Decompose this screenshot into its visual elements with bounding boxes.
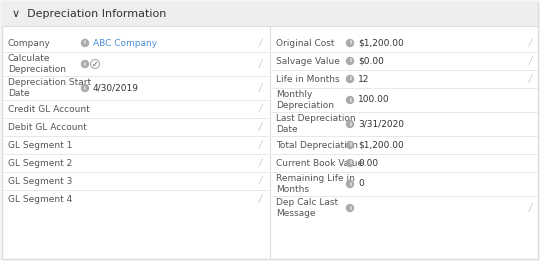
Text: i: i bbox=[349, 122, 351, 127]
Text: $0.00: $0.00 bbox=[358, 56, 384, 66]
Text: /: / bbox=[259, 38, 262, 48]
Text: GL Segment 2: GL Segment 2 bbox=[8, 158, 72, 168]
Text: /: / bbox=[529, 56, 532, 66]
Text: /: / bbox=[259, 83, 262, 93]
Text: i: i bbox=[84, 86, 86, 91]
Text: /: / bbox=[259, 59, 262, 69]
Text: i: i bbox=[84, 40, 86, 45]
Text: $1,200.00: $1,200.00 bbox=[358, 39, 404, 48]
Text: Original Cost: Original Cost bbox=[276, 39, 334, 48]
Text: GL Segment 4: GL Segment 4 bbox=[8, 194, 72, 204]
Text: i: i bbox=[349, 205, 351, 211]
Text: 4/30/2019: 4/30/2019 bbox=[93, 84, 139, 92]
Text: Current Book Value: Current Book Value bbox=[276, 158, 363, 168]
Text: i: i bbox=[349, 40, 351, 45]
Text: Total Depreciation: Total Depreciation bbox=[276, 140, 358, 150]
Text: Calculate
Depreciation: Calculate Depreciation bbox=[8, 54, 66, 74]
Text: Dep Calc Last
Message: Dep Calc Last Message bbox=[276, 198, 338, 218]
Text: Monthly
Depreciation: Monthly Depreciation bbox=[276, 90, 334, 110]
Text: i: i bbox=[349, 98, 351, 103]
Text: /: / bbox=[259, 176, 262, 186]
Text: ABC Company: ABC Company bbox=[93, 39, 157, 48]
Circle shape bbox=[82, 85, 89, 92]
Circle shape bbox=[347, 97, 354, 104]
Text: ∨  Depreciation Information: ∨ Depreciation Information bbox=[12, 9, 166, 19]
Circle shape bbox=[82, 39, 89, 46]
Circle shape bbox=[347, 181, 354, 187]
Text: GL Segment 3: GL Segment 3 bbox=[8, 176, 72, 186]
Text: Debit GL Account: Debit GL Account bbox=[8, 122, 87, 132]
Text: /: / bbox=[529, 203, 532, 213]
Text: 0: 0 bbox=[358, 180, 364, 188]
Text: ✓: ✓ bbox=[92, 60, 98, 68]
Text: /: / bbox=[259, 122, 262, 132]
Text: /: / bbox=[259, 158, 262, 168]
Text: GL Segment 1: GL Segment 1 bbox=[8, 140, 72, 150]
Text: /: / bbox=[529, 38, 532, 48]
Text: Credit GL Account: Credit GL Account bbox=[8, 104, 90, 114]
Text: i: i bbox=[349, 181, 351, 187]
Circle shape bbox=[347, 141, 354, 149]
Text: 0.00: 0.00 bbox=[358, 158, 378, 168]
FancyBboxPatch shape bbox=[2, 2, 538, 259]
Text: i: i bbox=[349, 76, 351, 81]
Text: Company: Company bbox=[8, 39, 51, 48]
Text: 100.00: 100.00 bbox=[358, 96, 390, 104]
Text: Depreciation Start
Date: Depreciation Start Date bbox=[8, 78, 91, 98]
Text: i: i bbox=[349, 58, 351, 63]
Text: /: / bbox=[529, 74, 532, 84]
Circle shape bbox=[347, 205, 354, 211]
Circle shape bbox=[347, 121, 354, 128]
Text: Last Depreciation
Date: Last Depreciation Date bbox=[276, 114, 356, 134]
Text: Remaining Life in
Months: Remaining Life in Months bbox=[276, 174, 355, 194]
Circle shape bbox=[91, 60, 99, 68]
Text: /: / bbox=[259, 104, 262, 114]
Text: 3/31/2020: 3/31/2020 bbox=[358, 120, 404, 128]
Circle shape bbox=[82, 61, 89, 68]
Text: i: i bbox=[349, 161, 351, 165]
Circle shape bbox=[347, 57, 354, 64]
Circle shape bbox=[347, 159, 354, 167]
Text: 12: 12 bbox=[358, 74, 369, 84]
FancyBboxPatch shape bbox=[2, 2, 538, 26]
Text: /: / bbox=[259, 140, 262, 150]
Text: i: i bbox=[349, 143, 351, 147]
Text: Salvage Value: Salvage Value bbox=[276, 56, 340, 66]
Text: /: / bbox=[259, 194, 262, 204]
Text: i: i bbox=[84, 62, 86, 67]
Circle shape bbox=[347, 75, 354, 82]
Circle shape bbox=[347, 39, 354, 46]
Text: $1,200.00: $1,200.00 bbox=[358, 140, 404, 150]
Text: Life in Months: Life in Months bbox=[276, 74, 340, 84]
